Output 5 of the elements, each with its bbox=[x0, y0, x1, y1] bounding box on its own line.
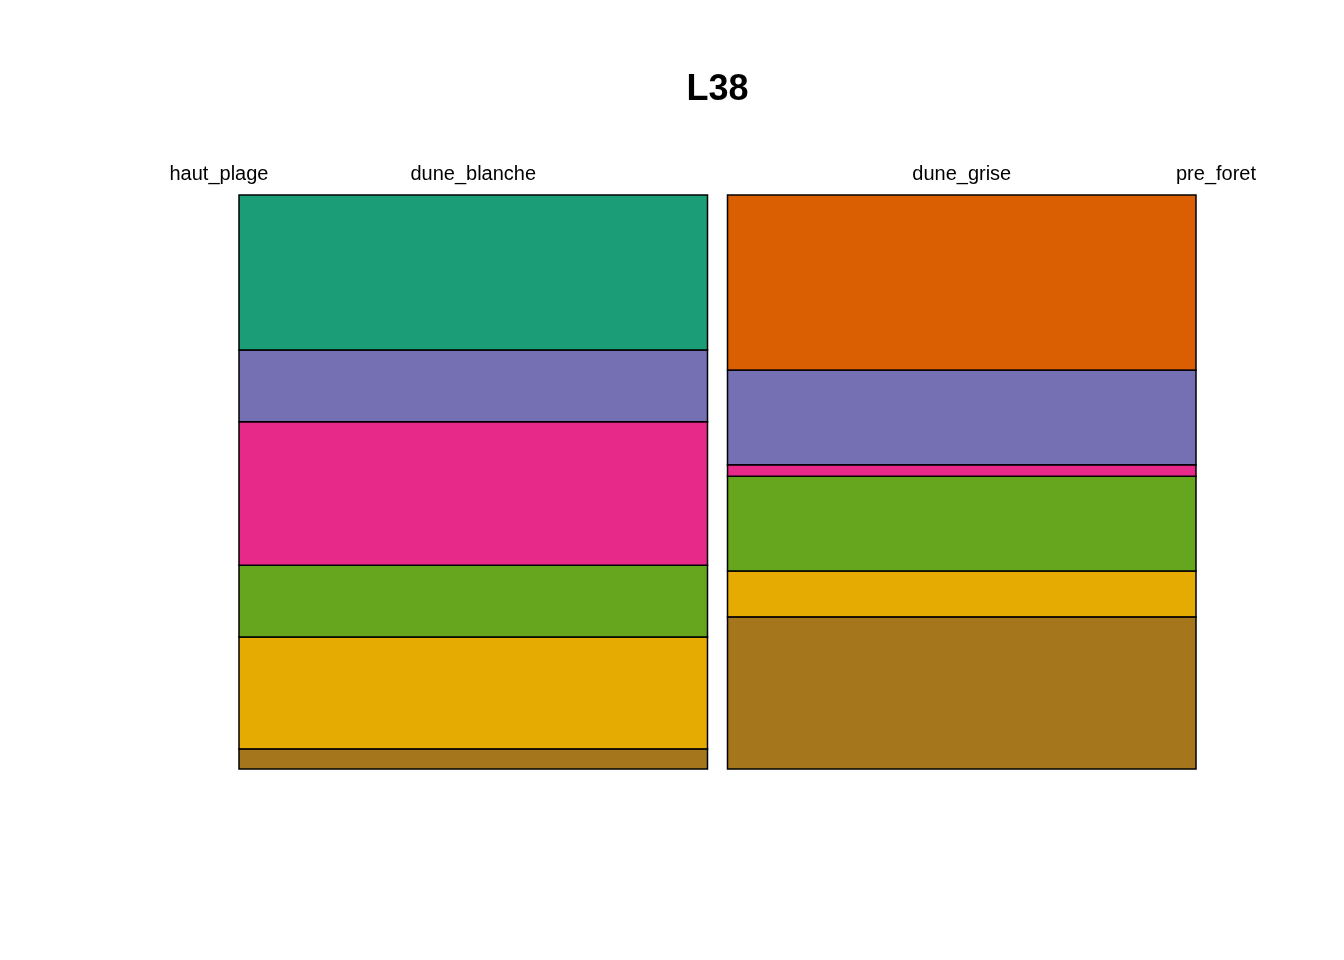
x-tick-label: haut_plage bbox=[169, 162, 269, 185]
x-tick-label: pre_foret bbox=[1175, 162, 1257, 185]
x-tick-label: dune_blanche bbox=[410, 162, 537, 185]
chart-title: L38 bbox=[686, 67, 749, 108]
x-tick-label: dune_grise bbox=[912, 162, 1012, 185]
